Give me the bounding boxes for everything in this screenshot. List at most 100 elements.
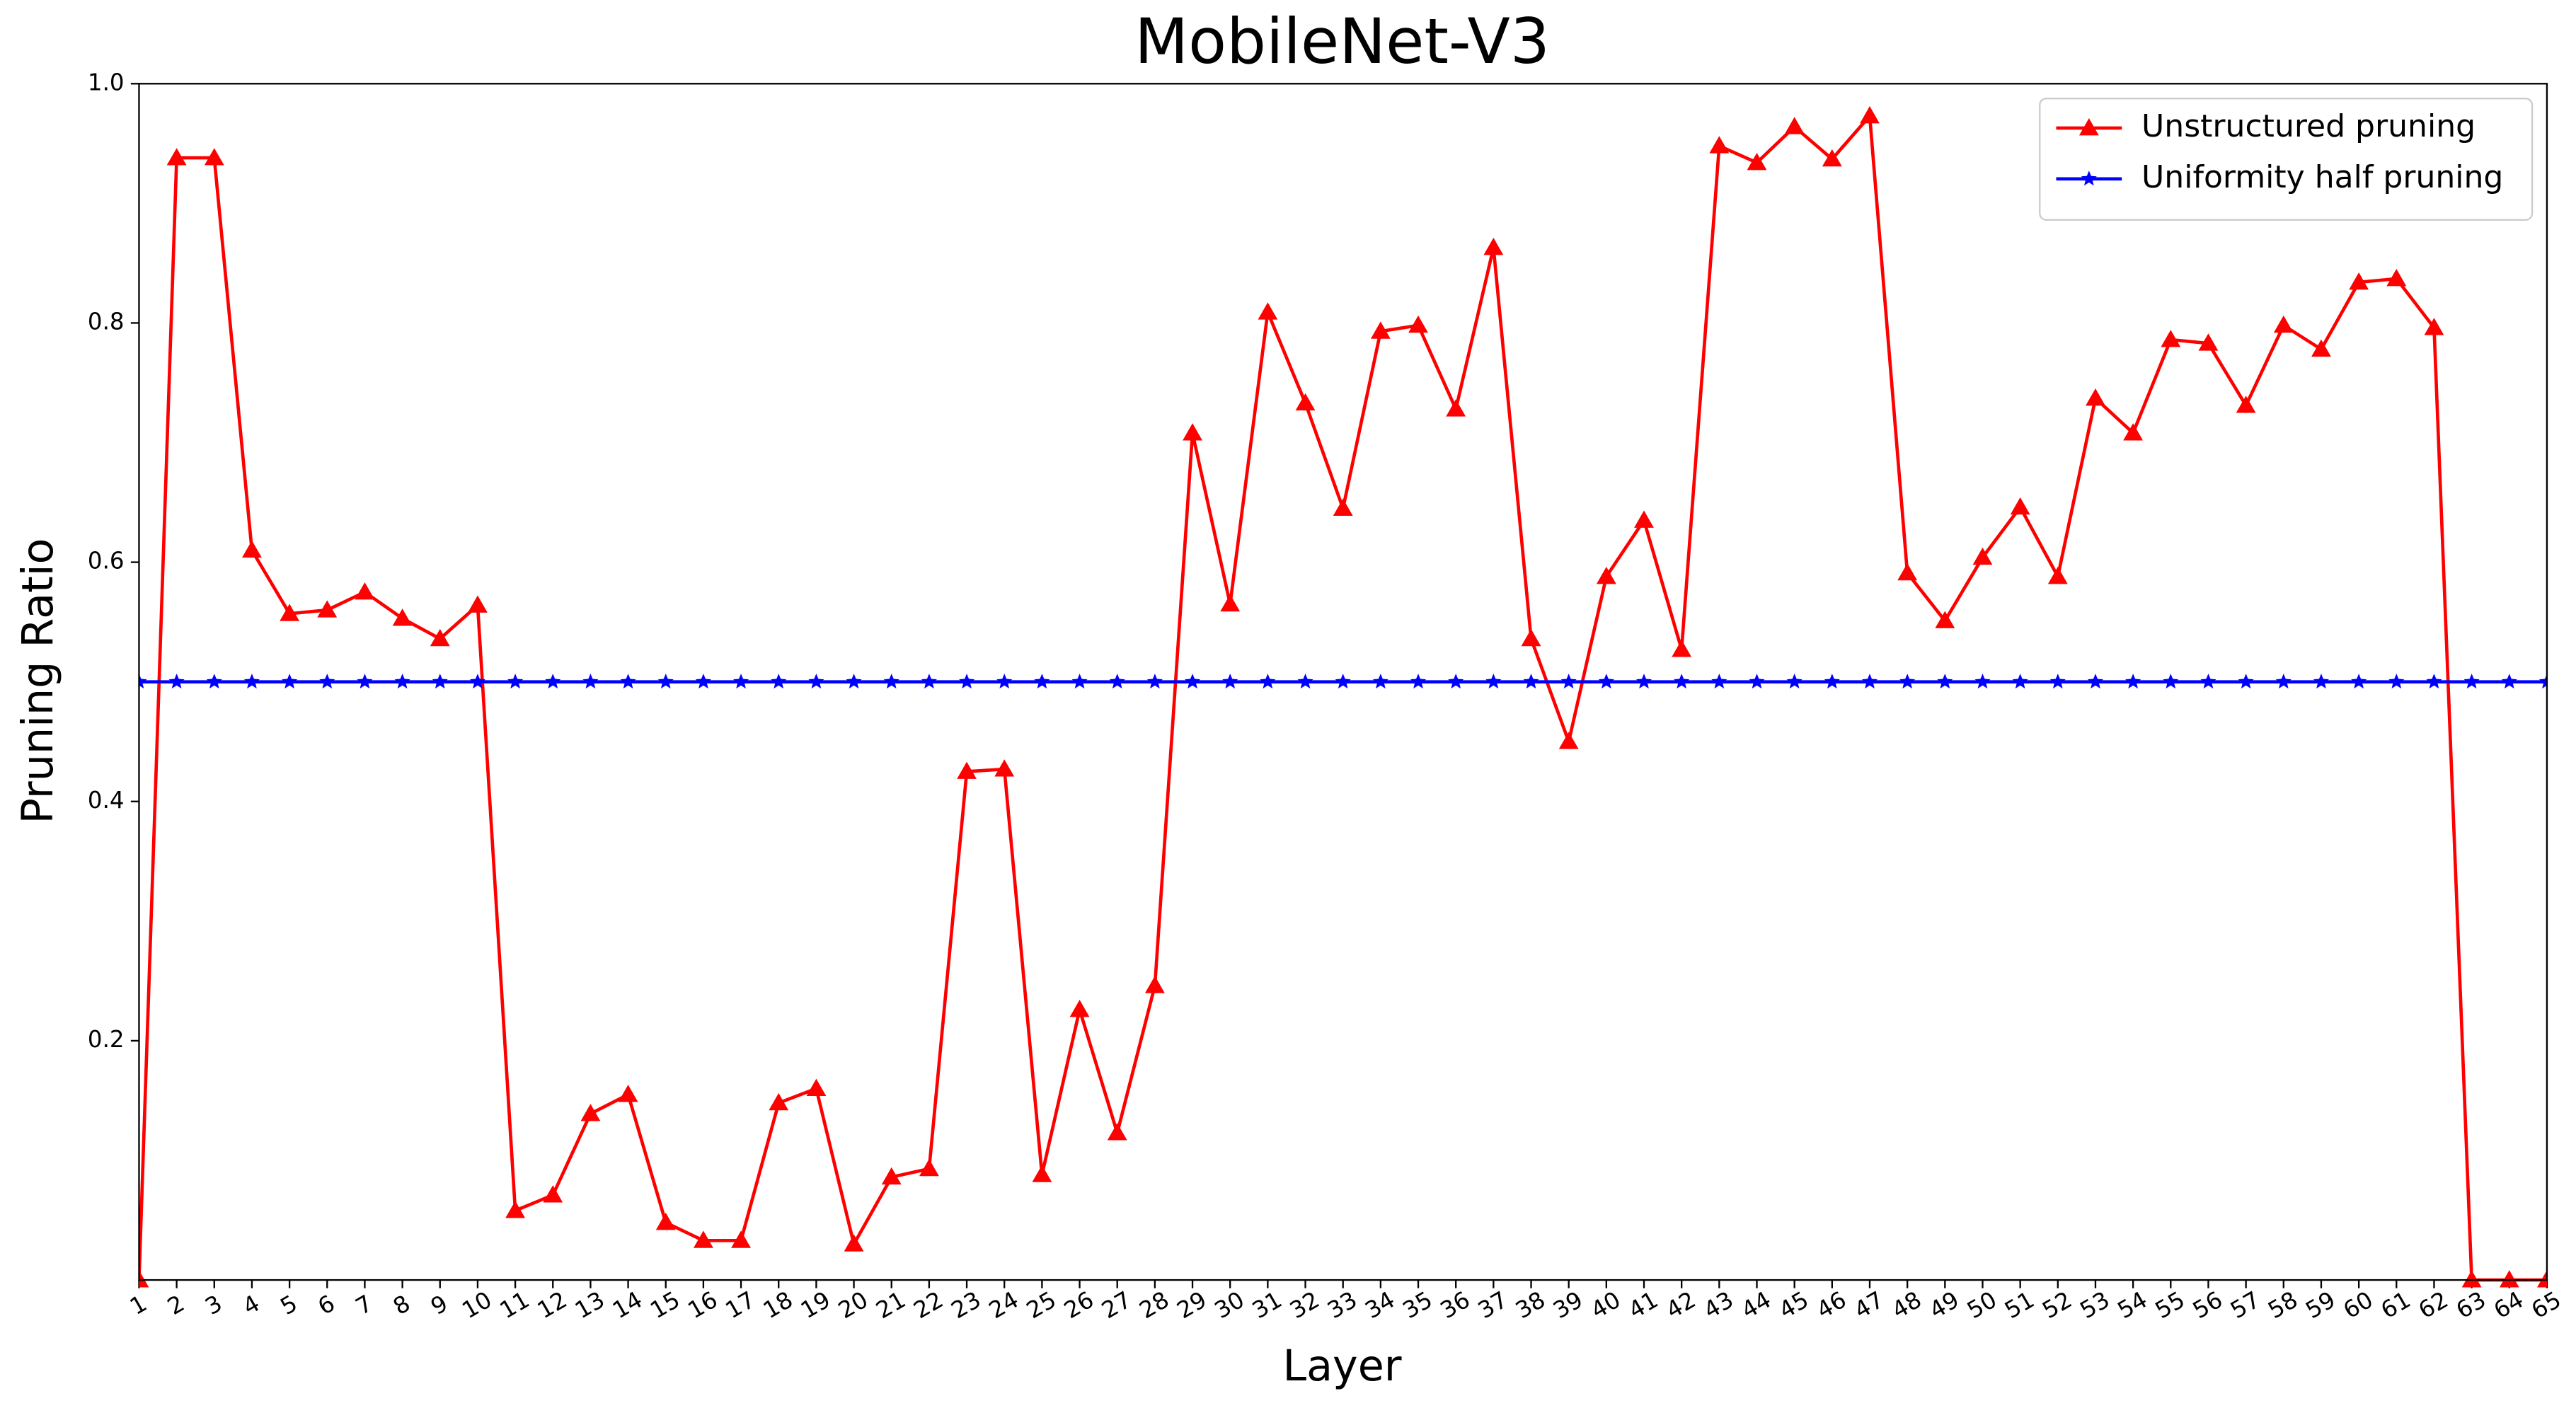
marker <box>2236 396 2256 413</box>
series <box>139 674 2547 689</box>
marker <box>695 674 711 689</box>
y-axis-label: Pruning Ratio <box>13 538 63 824</box>
marker <box>357 674 373 689</box>
marker <box>319 674 335 689</box>
marker <box>769 1092 789 1111</box>
marker <box>2313 674 2329 689</box>
marker <box>580 1104 601 1121</box>
marker <box>280 604 300 621</box>
marker <box>1897 562 1918 581</box>
marker <box>1596 566 1616 584</box>
marker <box>655 1213 676 1230</box>
marker <box>1448 674 1464 689</box>
marker <box>1972 547 1993 565</box>
marker <box>1258 302 1278 320</box>
marker <box>505 1201 526 1218</box>
marker <box>1937 674 1953 689</box>
marker <box>1144 976 1165 993</box>
x-axis-label: Layer <box>1282 1341 1401 1391</box>
marker <box>806 1078 827 1096</box>
y-tick-label: 0.8 <box>88 308 125 335</box>
marker <box>1260 674 1276 689</box>
marker <box>844 1234 864 1252</box>
legend-label: Unstructured pruning <box>2141 108 2476 144</box>
marker <box>618 1085 638 1102</box>
y-tick-label: 0.2 <box>88 1026 125 1053</box>
marker <box>206 674 222 689</box>
marker <box>1674 674 1690 689</box>
marker <box>2198 333 2219 351</box>
marker <box>957 761 977 779</box>
marker <box>1747 152 1767 171</box>
marker <box>204 148 224 166</box>
marker <box>1333 498 1353 516</box>
marker <box>317 600 338 618</box>
marker <box>282 674 298 689</box>
marker <box>2123 423 2144 441</box>
marker <box>1709 136 1730 154</box>
chart-title: MobileNet-V3 <box>1134 5 1550 78</box>
marker <box>996 674 1013 689</box>
marker <box>1634 510 1654 528</box>
marker <box>2010 497 2030 515</box>
marker <box>1032 1165 1052 1182</box>
marker <box>2463 674 2480 689</box>
marker <box>139 674 147 689</box>
marker <box>1974 674 1991 689</box>
marker <box>1560 674 1577 689</box>
marker <box>2125 674 2141 689</box>
marker <box>1408 315 1428 333</box>
marker <box>2275 674 2292 689</box>
marker <box>959 674 975 689</box>
marker <box>2078 117 2099 136</box>
marker <box>168 674 185 689</box>
marker <box>1297 674 1313 689</box>
marker <box>2501 674 2517 689</box>
marker <box>243 674 260 689</box>
marker <box>2311 339 2331 357</box>
marker <box>507 674 524 689</box>
marker <box>1523 674 1539 689</box>
marker <box>2081 171 2097 186</box>
marker <box>545 674 561 689</box>
marker <box>1935 611 1955 628</box>
marker <box>2161 330 2181 347</box>
marker <box>1711 674 1727 689</box>
marker <box>2386 268 2407 287</box>
marker <box>693 1230 713 1248</box>
marker <box>1485 674 1502 689</box>
marker <box>1185 674 1201 689</box>
marker <box>2388 674 2405 689</box>
marker <box>1335 674 1351 689</box>
marker <box>2351 674 2367 689</box>
plot-frame <box>138 83 2548 1281</box>
marker <box>771 674 787 689</box>
marker <box>1899 674 1916 689</box>
series <box>139 106 2547 1288</box>
marker <box>1146 674 1163 689</box>
marker <box>2012 674 2028 689</box>
marker <box>430 628 450 647</box>
marker <box>2200 674 2216 689</box>
marker <box>469 674 485 689</box>
marker <box>1071 674 1088 689</box>
marker <box>1822 149 1842 167</box>
marker <box>2087 674 2103 689</box>
marker <box>808 674 824 689</box>
marker <box>1598 674 1614 689</box>
marker <box>1295 393 1316 411</box>
marker <box>1784 117 1805 134</box>
marker <box>392 608 413 626</box>
marker <box>2273 315 2294 333</box>
marker <box>657 674 674 689</box>
marker <box>1034 674 1050 689</box>
marker <box>1370 321 1391 339</box>
marker <box>1824 674 1840 689</box>
legend-label: Uniformity half pruning <box>2141 159 2503 195</box>
marker <box>1446 399 1466 417</box>
marker <box>1222 674 1238 689</box>
marker <box>1860 106 1880 124</box>
marker <box>2238 674 2254 689</box>
marker <box>355 582 375 600</box>
y-tick-label: 1.0 <box>88 69 125 96</box>
